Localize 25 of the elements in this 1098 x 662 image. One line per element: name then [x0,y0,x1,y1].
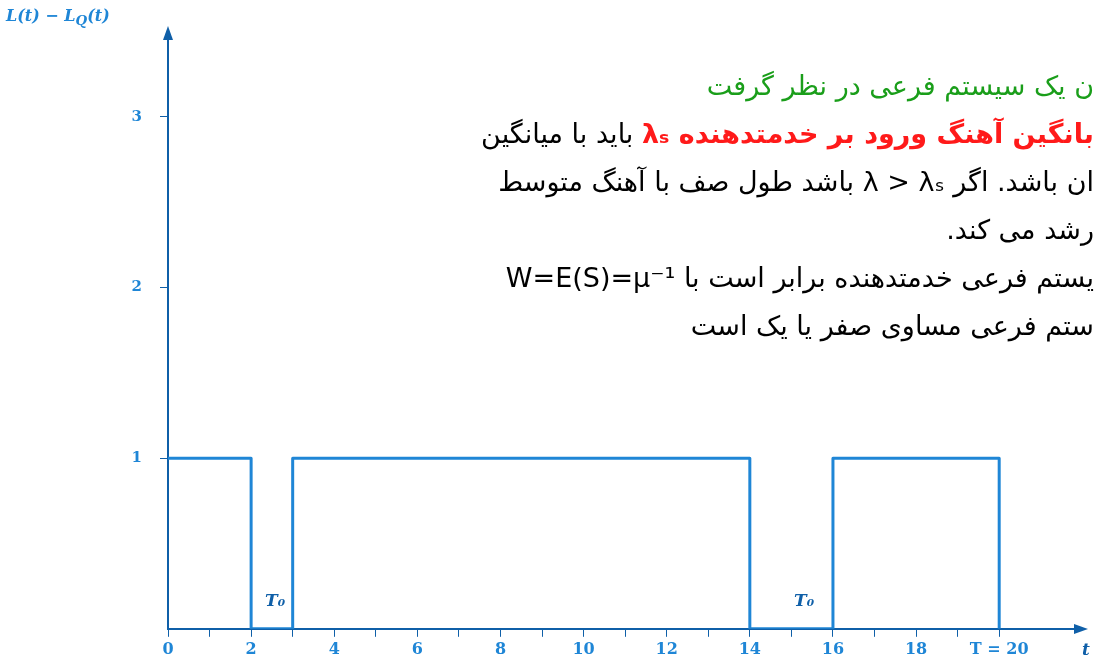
annotation: رشد می کند. [946,214,1094,245]
x-tick-label: 6 [411,638,423,658]
annotation: باید با میانگین [481,118,635,149]
x-tick-label: 0 [162,638,174,658]
x-tick-label: T = 20 [969,638,1029,658]
y-axis-title: L(t) − L$_{Q}$(t) [6,6,110,29]
x-tick-label: 12 [655,638,678,658]
y-tick-label: 2 [131,277,142,296]
x-tick-label: 18 [904,638,928,658]
y-tick-label: 3 [131,106,142,125]
x-tick-label: 16 [821,638,845,658]
y-tick-label: 1 [131,448,142,467]
x-tick-label: 2 [245,638,257,658]
annotation: بانگین آهنگ ورود بر خدمتدهنده λₛ [641,118,1094,149]
x-tick-label: 8 [494,638,507,658]
x-axis-title: t [1082,639,1091,660]
x-tick-label: 10 [572,638,595,658]
annotation: ن یک سیستم فرعی در نظر گرفت [706,70,1094,101]
annotation: ان باشد. اگر λ > λₛ باشد طول صف با آهنگ متوسط [498,166,1094,197]
annotation: T₀ [265,590,286,610]
x-tick-label: 4 [328,638,340,658]
annotation: ستم فرعی مساوی صفر یا یک است [690,310,1094,341]
annotation: T₀ [794,590,815,610]
x-tick-label: 14 [738,638,761,658]
annotation: یستم فرعی خدمتدهنده برابر است با W=E(S)=μ⁻¹ [505,262,1094,293]
